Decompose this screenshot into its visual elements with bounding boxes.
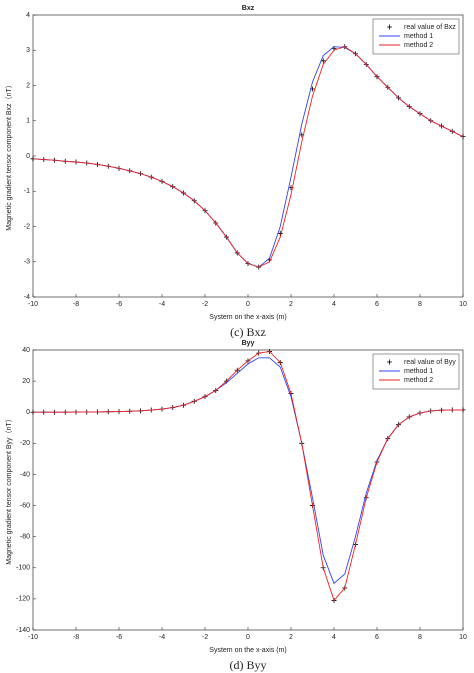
y-tick-label: 0	[26, 409, 30, 416]
data-line	[33, 351, 463, 602]
x-tick-label: 10	[459, 634, 467, 641]
y-tick-label: 2	[26, 82, 30, 89]
legend-box	[372, 353, 460, 390]
chart-title: Byy	[242, 340, 255, 347]
y-tick-label: -20	[20, 440, 30, 447]
x-tick-label: 10	[459, 301, 467, 308]
legend-box	[372, 18, 460, 55]
caption: (d) Byy	[230, 658, 267, 672]
y-tick-label: -140	[16, 627, 30, 634]
x-tick-label: 0	[246, 301, 250, 308]
y-tick-label: -2	[24, 223, 30, 230]
y-tick-label: 20	[22, 378, 30, 385]
x-tick-label: -10	[28, 301, 38, 308]
y-tick-label: 3	[26, 47, 30, 54]
x-tick-label: 8	[418, 301, 422, 308]
y-tick-label: -1	[24, 188, 30, 195]
data-line	[32, 46, 464, 268]
chart-title: Bxz	[242, 5, 255, 12]
y-tick-label: -100	[16, 565, 30, 572]
legend-swatch	[387, 24, 392, 30]
x-tick-label: 8	[418, 634, 422, 641]
legend-label: real value of Byy	[404, 359, 456, 366]
legend-label: method 1	[404, 368, 433, 375]
y-tick-label: 4	[26, 12, 30, 19]
y-tick-label: 40	[22, 347, 30, 354]
legend-label: method 1	[404, 33, 433, 40]
y-tick-label: -40	[20, 471, 30, 478]
x-tick-label: 4	[332, 634, 336, 641]
y-tick-label: 0	[26, 153, 30, 160]
x-tick-label: -4	[159, 634, 165, 641]
y-tick-label: 1	[26, 118, 30, 125]
x-tick-label: -8	[73, 634, 79, 641]
data-marker	[277, 231, 283, 237]
x-tick-label: 2	[289, 634, 293, 641]
x-tick-label: 4	[332, 301, 336, 308]
legend-label: real value of Bxz	[404, 24, 456, 31]
legend-swatch	[387, 359, 392, 365]
x-tick-label: 6	[375, 301, 379, 308]
y-axis-label: Magnetic gradient tensor component Bxz（n…	[5, 81, 13, 230]
x-tick-label: -2	[202, 301, 208, 308]
caption: (c) Bxz	[230, 325, 266, 339]
x-tick-label: 0	[246, 634, 250, 641]
y-tick-label: -80	[20, 534, 30, 541]
x-tick-label: -4	[159, 301, 165, 308]
y-tick-label: -60	[20, 502, 30, 509]
x-tick-label: -6	[116, 301, 122, 308]
y-axis-label: Magnetic gradient tensor component Byy（n…	[5, 415, 13, 564]
plot-area	[32, 14, 464, 298]
x-tick-label: 6	[375, 634, 379, 641]
legend-label: method 2	[404, 377, 433, 384]
x-tick-label: -8	[73, 301, 79, 308]
legend-label: method 2	[404, 42, 433, 49]
x-tick-label: -10	[28, 634, 38, 641]
x-tick-label: 2	[289, 301, 293, 308]
x-tick-label: -2	[202, 634, 208, 641]
x-axis-label: System on the x-axis (m)	[209, 314, 286, 321]
x-tick-label: -6	[116, 634, 122, 641]
plot-area	[32, 349, 464, 631]
y-tick-label: -3	[24, 259, 30, 266]
x-axis-label: System on the x-axis (m)	[209, 647, 286, 654]
y-tick-label: -120	[16, 596, 30, 603]
data-marker	[460, 134, 466, 140]
y-tick-label: -4	[24, 294, 30, 301]
